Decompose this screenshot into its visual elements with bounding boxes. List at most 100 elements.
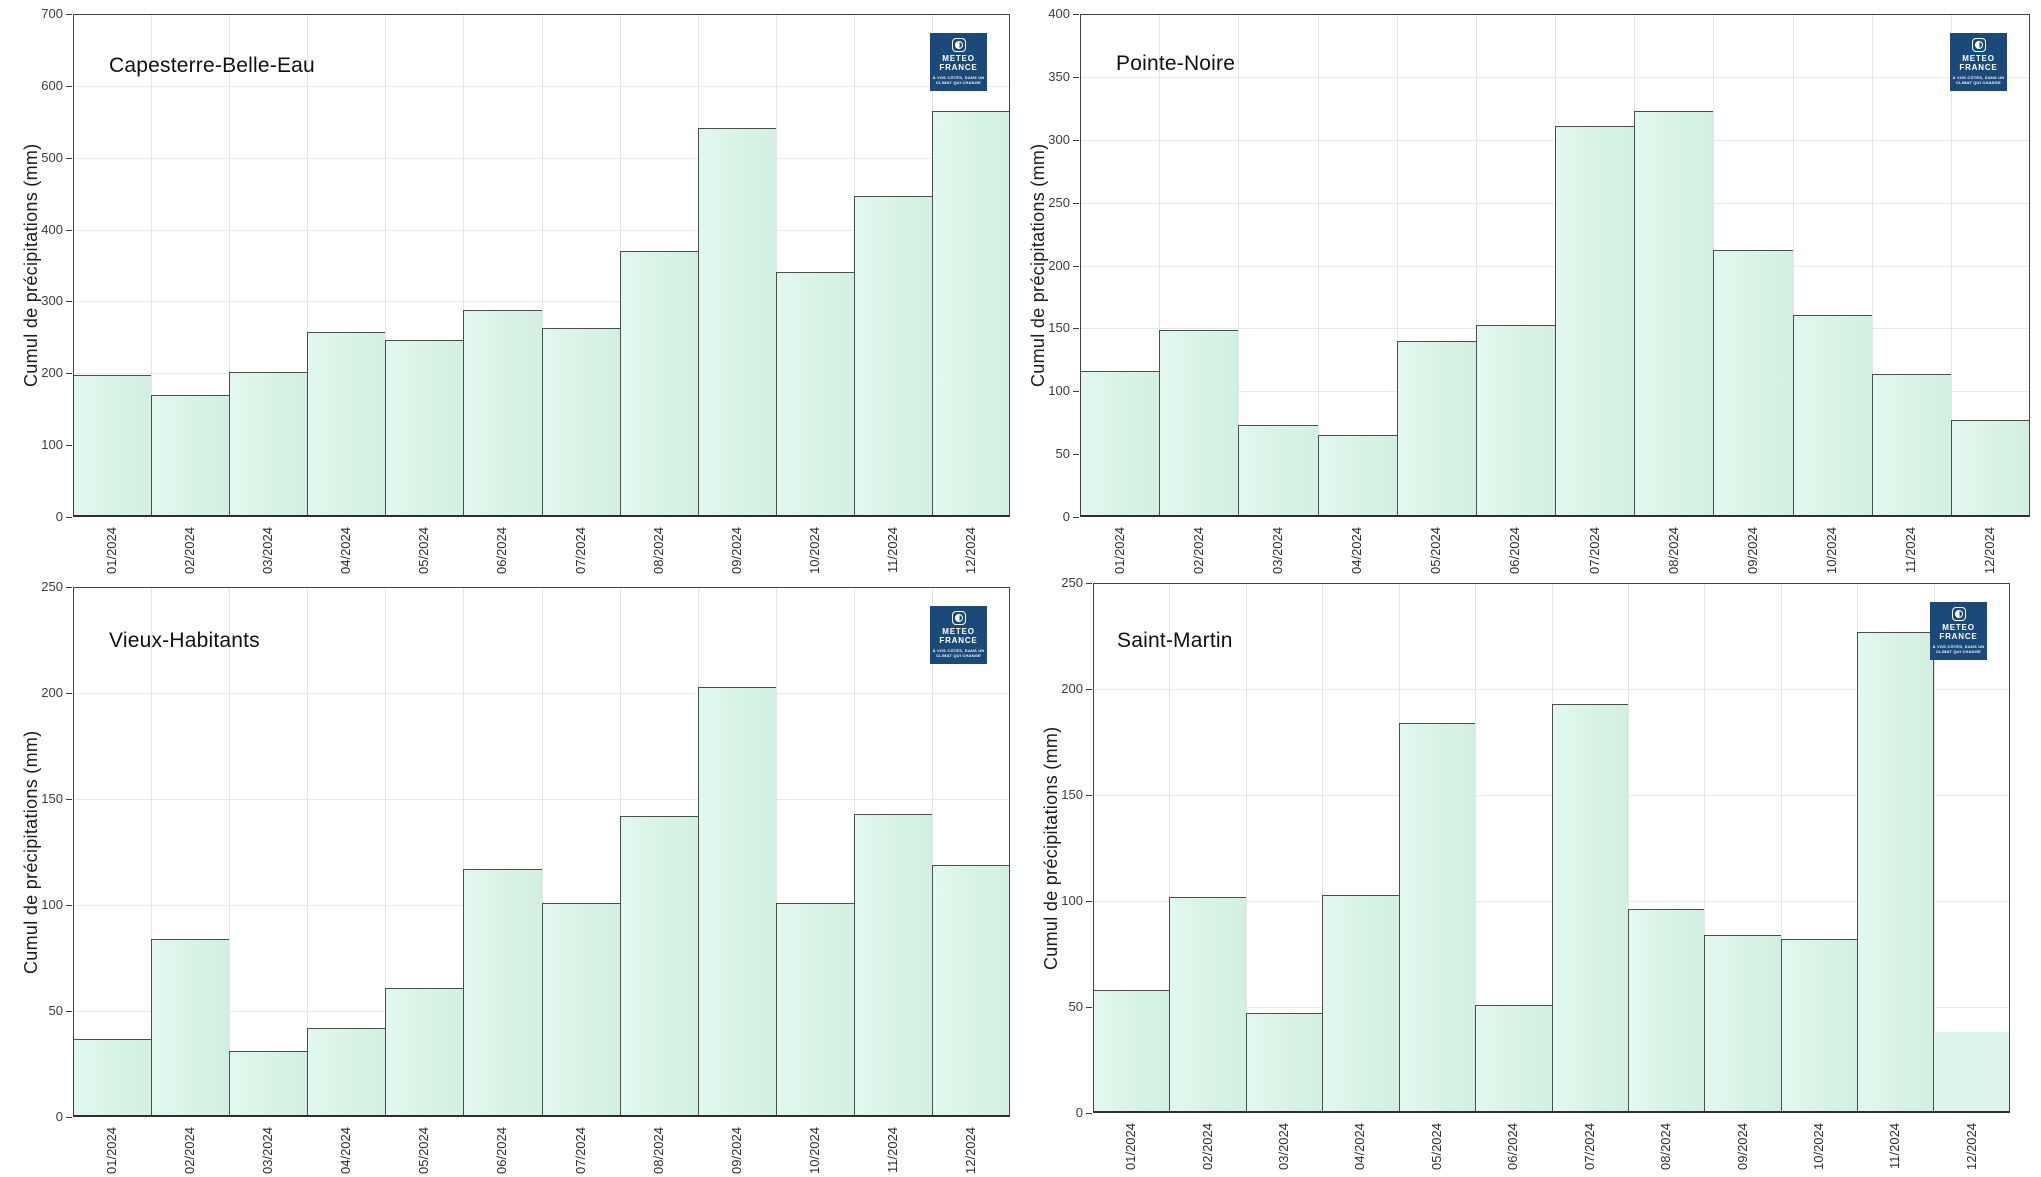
plot-area: [73, 587, 1010, 1117]
gridline-horizontal: [73, 85, 1010, 87]
y-tick-label: 600: [41, 77, 63, 93]
y-tick-label: 700: [41, 6, 63, 21]
y-tick-label: 100: [41, 437, 63, 453]
gridline-vertical: [1634, 14, 1635, 517]
logo-text-line2: FRANCE: [1939, 632, 1978, 641]
plot-frame: [1080, 14, 2030, 517]
gridline-vertical: [854, 14, 855, 517]
logo-tagline-line2: CLIMAT QUI CHANGE: [936, 80, 981, 85]
y-tick-label: 200: [1061, 681, 1083, 696]
y-tick-mark: [66, 799, 72, 800]
gridline-vertical: [1872, 14, 1873, 517]
x-tick-label: 03/2024: [1276, 1123, 1292, 1170]
gridline-vertical: [307, 14, 308, 517]
bar-02/2024: [1169, 897, 1246, 1113]
x-tick-label: 01/2024: [104, 527, 120, 574]
bar-11/2024: [854, 196, 932, 517]
logo-text-line1: METEO: [1962, 54, 1995, 63]
bar-02/2024: [151, 395, 229, 517]
y-tick-label: 200: [41, 685, 63, 700]
bar-04/2024: [1322, 895, 1399, 1113]
x-tick-label: 11/2024: [884, 526, 900, 573]
y-tick-mark: [66, 445, 72, 447]
y-tick-mark: [1086, 689, 1092, 690]
half-moon-glyph: [954, 614, 963, 622]
y-tick-mark: [1073, 265, 1079, 267]
gridline-vertical: [932, 14, 933, 517]
bar-11/2024: [854, 814, 932, 1117]
bar-03/2024: [229, 1051, 307, 1117]
bar-06/2024: [1475, 1005, 1552, 1113]
gridline-vertical: [1704, 583, 1705, 1113]
gridline-vertical: [776, 14, 777, 517]
y-tick-mark: [66, 301, 72, 303]
logo-tagline-line1: À VOS CÔTÉS, DANS UN: [1932, 644, 1985, 649]
meteo-france-icon: [1951, 607, 1966, 621]
y-tick-label: 250: [1048, 194, 1070, 210]
bar-12/2024: [932, 865, 1010, 1117]
logo-text-line1: METEO: [1942, 623, 1975, 632]
bar-07/2024: [542, 328, 620, 517]
bar-04/2024: [307, 1028, 385, 1117]
x-tick-label: 06/2024: [1507, 527, 1523, 574]
gridline-vertical: [932, 587, 933, 1117]
bar-01/2024: [73, 1039, 151, 1117]
gridline-horizontal: [1080, 391, 2030, 393]
bar-10/2024: [1793, 315, 1872, 517]
x-tick-label: 10/2024: [1810, 1123, 1826, 1170]
y-tick-label: 0: [55, 509, 63, 524]
gridline-vertical: [1159, 14, 1160, 517]
x-tick-label: 06/2024: [1505, 1123, 1521, 1170]
x-tick-label: 12/2024: [1963, 1123, 1979, 1170]
gridline-vertical: [698, 14, 699, 517]
logo-text-line2: FRANCE: [939, 63, 978, 72]
bar-05/2024: [1399, 723, 1475, 1113]
y-tick-label: 250: [1061, 575, 1083, 590]
x-tick-label: 10/2024: [806, 1127, 822, 1174]
gridline-vertical: [1246, 583, 1247, 1113]
gridline-vertical: [1934, 583, 1935, 1113]
gridline-vertical: [620, 587, 621, 1117]
gridline-horizontal: [73, 693, 1010, 694]
y-axis-label: Cumul de précipitations (mm): [21, 730, 41, 974]
y-tick-label: 200: [41, 365, 63, 381]
meteo-france-logo: METEO FRANCE À VOS CÔTÉS, DANS UN CLIMAT QU…: [1950, 33, 2007, 91]
gridline-vertical: [229, 587, 230, 1117]
gridline-horizontal: [1080, 76, 2030, 78]
meteo-france-icon: [951, 38, 966, 52]
y-tick-mark: [1073, 14, 1079, 15]
x-tick-label: 04/2024: [1352, 1123, 1368, 1170]
gridline-vertical: [1169, 583, 1170, 1113]
bar-06/2024: [463, 310, 542, 517]
bar-07/2024: [1555, 126, 1634, 517]
x-tick-label: 08/2024: [650, 1127, 666, 1174]
gridline-vertical: [1322, 583, 1323, 1113]
gridline-vertical: [1555, 14, 1556, 517]
gridline-vertical: [776, 587, 777, 1117]
x-tick-label: 07/2024: [1586, 527, 1602, 574]
y-tick-mark: [1073, 391, 1079, 393]
x-tick-label: 02/2024: [1199, 1123, 1215, 1170]
half-moon-glyph: [1954, 610, 1963, 618]
plot-frame: [73, 14, 1010, 517]
x-tick-label: 05/2024: [416, 527, 432, 574]
y-tick-label: 250: [41, 579, 63, 594]
x-tick-label: 07/2024: [1581, 1123, 1597, 1170]
gridline-vertical: [1397, 14, 1398, 517]
bar-07/2024: [1552, 704, 1628, 1113]
x-tick-label: 06/2024: [494, 527, 510, 574]
gridline-vertical: [1552, 583, 1553, 1113]
bar-05/2024: [385, 340, 463, 517]
gridline-horizontal: [1080, 328, 2030, 330]
bar-11/2024: [1872, 374, 1951, 517]
y-tick-mark: [1086, 1007, 1092, 1008]
bar-10/2024: [776, 272, 854, 517]
gridline-vertical: [1476, 14, 1477, 517]
gridline-vertical: [463, 587, 464, 1117]
gridline-vertical: [1628, 583, 1629, 1113]
y-tick-label: 0: [1062, 509, 1070, 524]
x-tick-label: 08/2024: [650, 527, 666, 574]
x-tick-label: 12/2024: [1982, 527, 1998, 574]
